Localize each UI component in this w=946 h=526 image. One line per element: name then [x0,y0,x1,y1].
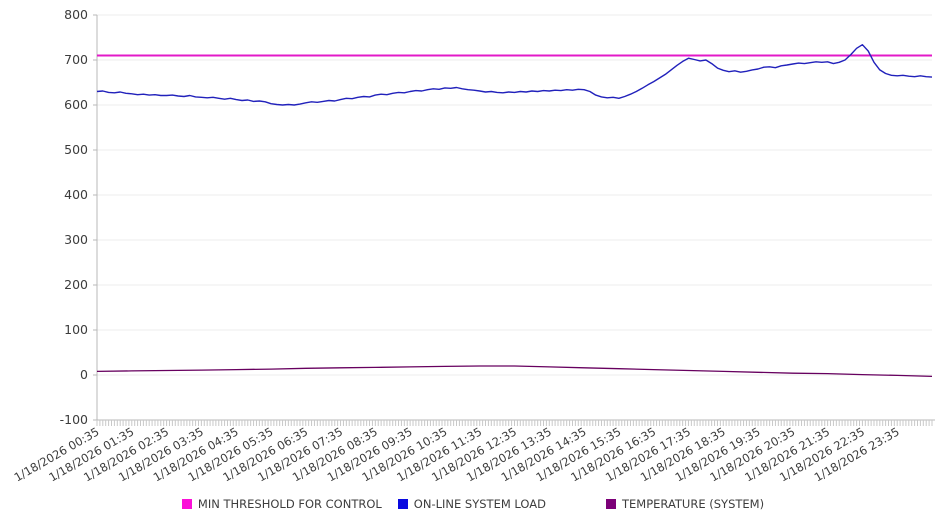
y-axis-label: 300 [64,232,88,247]
legend-label: MIN THRESHOLD FOR CONTROL [197,497,382,511]
legend-swatch-icon [181,499,192,509]
y-axis-label: 400 [64,187,88,202]
series-line-on-line-system-load [96,44,933,106]
legend-item[interactable]: ON-LINE SYSTEM LOAD [397,497,546,511]
y-axis-label: 800 [64,7,88,22]
legend-item[interactable]: MIN THRESHOLD FOR CONTROL [181,497,382,511]
series-line-temperature-system- [96,365,933,378]
legend-swatch-icon [397,499,408,509]
legend-label: ON-LINE SYSTEM LOAD [413,497,546,511]
y-axis-label: -100 [60,412,88,427]
legend-item[interactable]: TEMPERATURE (SYSTEM) [606,497,764,511]
chart-legend: MIN THRESHOLD FOR CONTROL ON-LINE SYSTEM … [0,497,946,511]
legend-swatch-icon [606,499,616,509]
y-axis-label: 500 [64,142,88,157]
y-axis-label: 700 [64,52,88,67]
y-axis-label: 100 [64,322,88,337]
y-axis-label: 0 [80,367,88,382]
y-axis-label: 600 [64,97,88,112]
y-axis-label: 200 [64,277,88,292]
legend-label: TEMPERATURE (SYSTEM) [622,497,765,511]
